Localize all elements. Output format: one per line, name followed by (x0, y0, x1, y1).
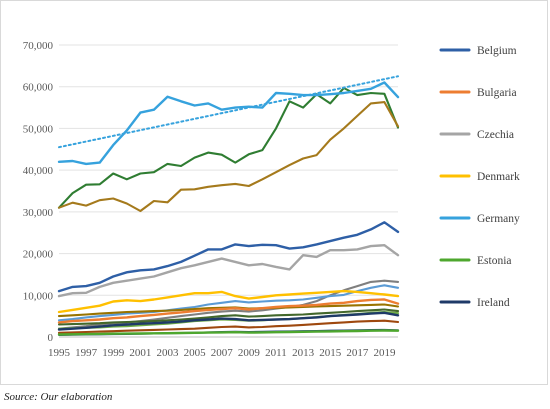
y-tick-label: 40,000 (23, 165, 54, 177)
y-tick-label: 30,000 (23, 207, 54, 219)
x-tick-label: 1995 (48, 347, 71, 359)
trendline (58, 75, 399, 149)
y-tick-label: 20,000 (23, 249, 54, 261)
series-line (57, 308, 400, 326)
legend-label: Bulgaria (477, 87, 517, 99)
legend-label: Belgium (477, 45, 517, 57)
series-line-estonia (57, 329, 400, 336)
x-tick-label: 2015 (319, 347, 342, 359)
x-tick-label: 2019 (373, 347, 396, 359)
legend-label: Czechia (477, 129, 514, 141)
x-tick-label: 1997 (75, 347, 98, 359)
y-tick-label: 50,000 (23, 123, 54, 135)
y-tick-label: 60,000 (23, 82, 54, 94)
series-line (57, 319, 400, 334)
series-line-ireland (57, 311, 400, 331)
series-line (57, 101, 400, 213)
legend-label: Germany (477, 213, 520, 225)
series-line (57, 284, 400, 322)
y-tick-label: 0 (48, 332, 54, 344)
x-tick-label: 2005 (184, 347, 207, 359)
x-tick-label: 2009 (238, 347, 261, 359)
series-line-denmark (57, 289, 400, 314)
line-chart: 0 10,000 20,000 30,000 40,000 50,000 60,000 70,… (23, 40, 520, 359)
legend-label: Ireland (477, 297, 510, 309)
x-tick-label: 2017 (346, 347, 369, 359)
y-tick-label: 70,000 (23, 40, 54, 52)
y-tick-label: 10,000 (23, 290, 54, 302)
legend-label: Denmark (477, 171, 520, 183)
x-tick-label: 2007 (211, 347, 234, 359)
x-tick-label: 2013 (292, 347, 315, 359)
chart-frame: 0 10,000 20,000 30,000 40,000 50,000 60,000 70,… (0, 0, 548, 385)
series-line-czechia (57, 243, 400, 298)
source-note: Source: Our elaboration (4, 391, 113, 403)
x-tick-label: 2003 (156, 347, 179, 359)
x-tick-label: 2001 (129, 347, 151, 359)
series-line (57, 86, 400, 209)
x-tick-label: 2011 (265, 347, 287, 359)
series-line-belgium (57, 221, 400, 293)
legend-label: Estonia (477, 255, 512, 267)
x-tick-label: 1999 (102, 347, 125, 359)
series-line-germany (57, 81, 400, 166)
series-line-bulgaria (57, 298, 400, 324)
